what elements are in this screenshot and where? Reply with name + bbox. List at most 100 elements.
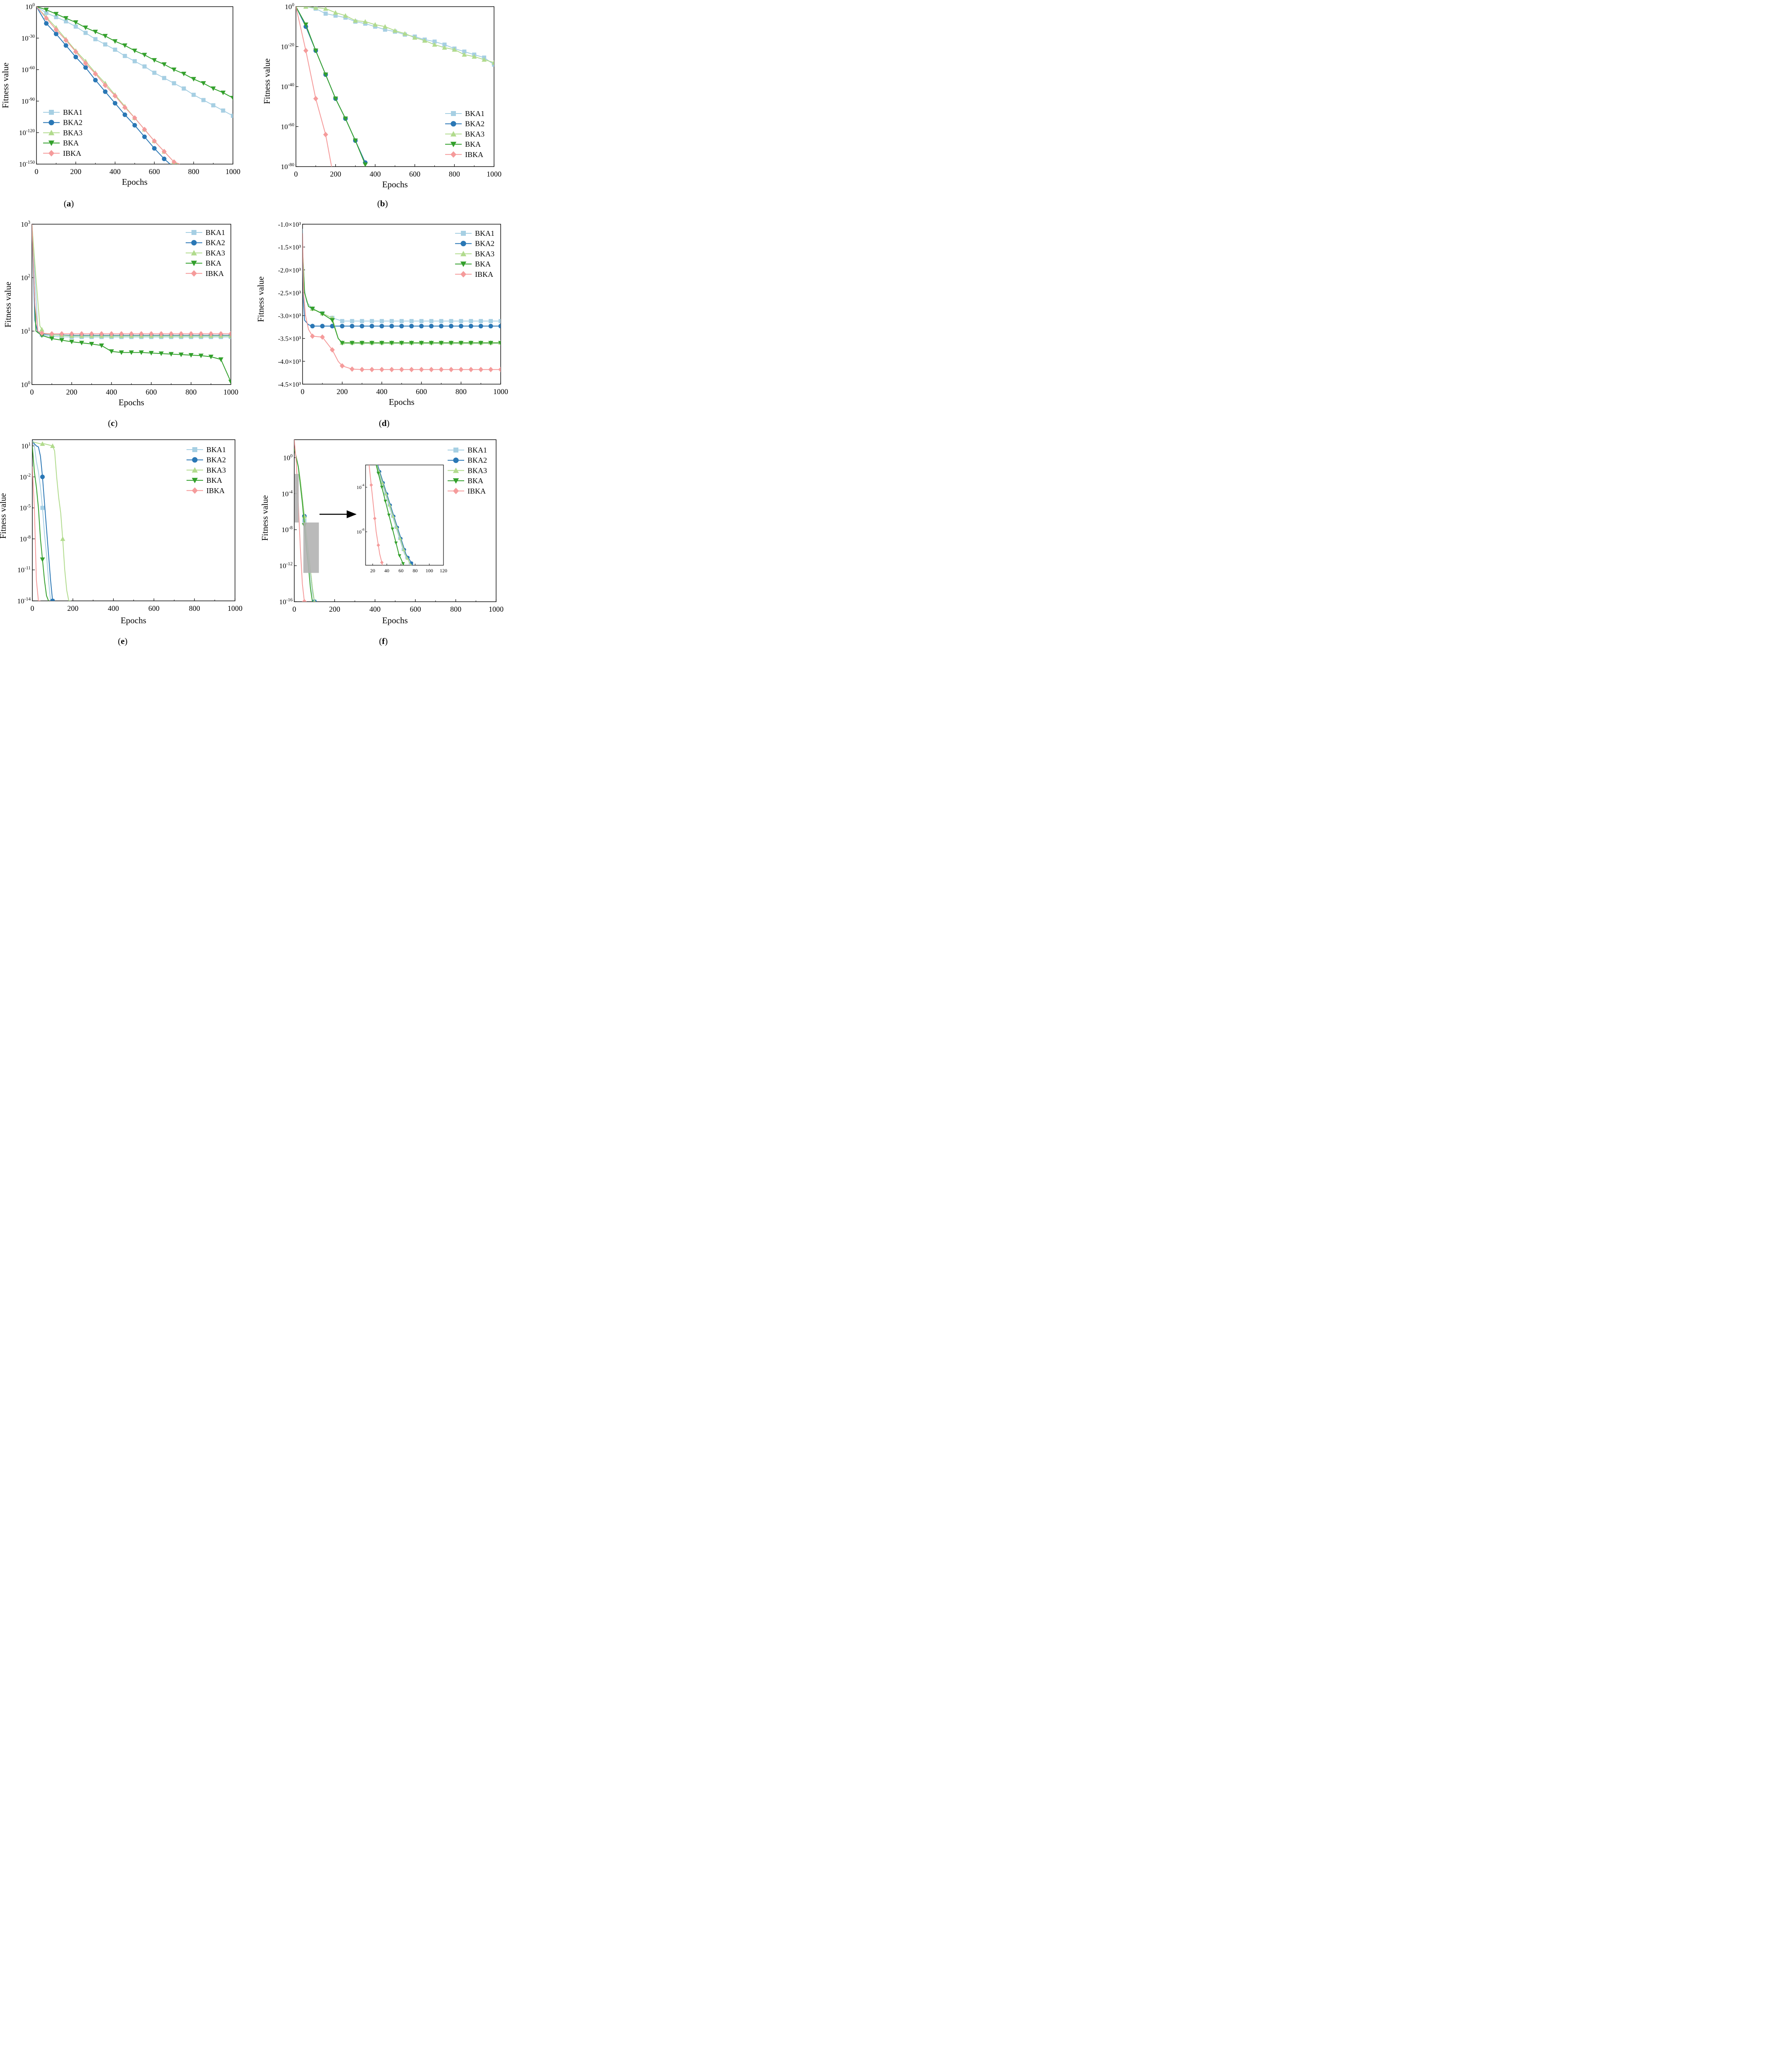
data-point-ibka [79, 331, 84, 336]
data-point-bka [359, 341, 365, 346]
data-point-bka3 [363, 19, 368, 24]
x-tick-label: 400 [108, 604, 119, 612]
y-tick-label: 10-30 [22, 34, 35, 42]
data-point-ibka [102, 82, 108, 88]
legend-label: BKA1 [465, 109, 485, 118]
inset-data-point-bka [390, 528, 395, 531]
legend-label: BKA2 [206, 239, 225, 247]
data-point-ibka [218, 331, 223, 336]
panel-label: (b) [377, 198, 388, 208]
data-point-bka3 [422, 38, 427, 43]
data-point-ibka [379, 367, 385, 373]
legend-label: BKA [465, 140, 481, 148]
data-point-bka [369, 341, 375, 346]
data-point-bka [439, 341, 444, 346]
data-point-bka1 [182, 86, 186, 91]
data-point-bka3 [303, 7, 308, 9]
data-point-bka2 [103, 89, 108, 94]
inset-data-point-bka3 [384, 492, 388, 496]
data-point-bka [89, 341, 94, 346]
data-point-bka2 [468, 324, 473, 329]
inset-data-point-ibka [373, 516, 377, 520]
data-point-bka3 [492, 60, 494, 65]
data-point-bka3 [373, 22, 378, 27]
plot-area [31, 224, 231, 385]
data-point-bka [310, 307, 315, 312]
y-tick-label: 10-2 [19, 472, 31, 481]
data-point-bka3 [302, 513, 307, 518]
y-tick-label: 10-4 [281, 489, 293, 498]
x-tick-label: 0 [30, 388, 34, 396]
panel-label: (e) [118, 636, 127, 646]
series-line-bka [294, 448, 313, 602]
legend-label: IBKA [63, 149, 81, 157]
data-point-bka1 [400, 319, 404, 323]
y-tick-label: -4.5×10³ [278, 381, 301, 388]
data-point-ibka [189, 331, 194, 336]
data-point-bka1 [409, 319, 414, 323]
legend-label: BKA1 [206, 445, 226, 454]
data-point-ibka [142, 126, 147, 132]
data-point-bka1 [113, 47, 117, 52]
y-tick-label: 10-20 [281, 42, 295, 51]
data-point-bka1 [162, 76, 167, 80]
y-tick-label: 101 [21, 327, 30, 335]
data-point-bka [179, 352, 184, 357]
x-tick-label: 0 [294, 170, 298, 178]
data-point-bka [59, 338, 64, 343]
data-point-bka3 [343, 13, 348, 18]
inset-data-point-bka3 [410, 563, 412, 565]
data-point-bka1 [73, 24, 78, 29]
y-tick-label: -1.5×10³ [278, 244, 301, 251]
data-point-bka [409, 341, 414, 346]
data-point-bka [339, 341, 345, 346]
data-point-ibka [112, 93, 118, 99]
legend-marker-ibka [450, 151, 457, 158]
legend-label: IBKA [468, 487, 486, 495]
data-point-ibka [458, 367, 464, 373]
y-tick-label: 10-90 [22, 97, 35, 105]
data-point-bka [349, 341, 355, 346]
inset-chart: 20 40 60 80 100 120 10-4 10-8 [356, 465, 447, 574]
data-point-bka [149, 351, 154, 356]
x-tick-label: 1000 [225, 167, 240, 176]
y-tick-label: 10-5 [19, 503, 31, 512]
data-point-bka1 [201, 98, 206, 102]
legend-label: BKA3 [63, 128, 82, 137]
legend-label: IBKA [206, 269, 224, 278]
data-point-bka3 [40, 441, 45, 446]
series-line-ibka [32, 224, 231, 334]
legend-label: BKA1 [63, 108, 82, 116]
data-point-bka3 [482, 57, 487, 62]
data-point-bka3 [60, 536, 65, 541]
data-point-bka1 [370, 319, 374, 323]
data-point-ibka [369, 367, 375, 373]
chart-panel-f: 0 200 400 600 800 1000 100 10-4 10-8 10-12 10-16 Ep… [260, 439, 504, 646]
data-point-bka1 [340, 319, 344, 323]
x-tick-label: 600 [146, 388, 157, 396]
legend-label: BKA [63, 139, 79, 147]
data-point-ibka [139, 331, 144, 336]
data-point-ibka [419, 367, 424, 373]
y-tick-label: 102 [21, 273, 30, 282]
data-point-ibka [478, 367, 484, 373]
legend-label: BKA1 [206, 228, 225, 237]
data-point-bka2 [369, 324, 374, 329]
x-tick-label: 800 [455, 387, 467, 396]
legend-marker-bka1 [49, 110, 54, 115]
legend-label: BKA2 [63, 119, 82, 127]
data-point-bka1 [419, 319, 424, 323]
data-point-bka [208, 354, 213, 359]
data-point-bka [53, 12, 59, 17]
data-point-bka2 [498, 324, 501, 329]
data-point-bka1 [439, 319, 443, 323]
data-point-bka2 [350, 324, 354, 329]
legend-label: BKA3 [465, 130, 485, 138]
x-tick-label: 200 [329, 605, 340, 613]
data-point-ibka [339, 363, 345, 369]
data-point-bka1 [221, 108, 225, 113]
x-tick-label: 0 [293, 605, 296, 613]
y-tick-label: 100 [21, 380, 30, 389]
data-point-ibka [53, 27, 59, 33]
